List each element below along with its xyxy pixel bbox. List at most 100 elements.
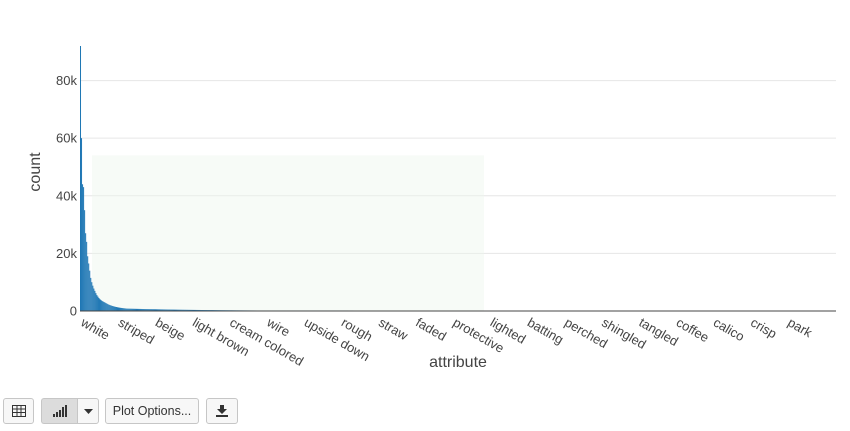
bar bbox=[195, 309, 197, 311]
x-tick-label: straw bbox=[376, 315, 411, 344]
bar bbox=[173, 309, 175, 311]
bar-chart-button[interactable] bbox=[41, 398, 77, 424]
bar bbox=[171, 309, 173, 311]
bar bbox=[196, 309, 198, 311]
bar bbox=[112, 306, 114, 311]
bar bbox=[105, 303, 107, 311]
toolbar: Plot Options... bbox=[3, 398, 238, 424]
bar bbox=[177, 309, 179, 311]
chart-type-group bbox=[41, 398, 99, 424]
gridlines bbox=[80, 80, 836, 254]
bar bbox=[132, 308, 134, 311]
bar bbox=[175, 309, 177, 311]
x-tick-label: batting bbox=[525, 315, 566, 348]
bar bbox=[187, 309, 189, 311]
bar bbox=[88, 263, 90, 311]
bar bbox=[116, 307, 118, 311]
bar bbox=[102, 301, 104, 311]
bar bbox=[109, 305, 111, 311]
bar bbox=[194, 309, 196, 311]
bar bbox=[92, 285, 94, 311]
x-axis-title: attribute bbox=[429, 354, 487, 371]
bar bbox=[179, 309, 181, 311]
bar bbox=[96, 295, 98, 311]
bar bbox=[156, 309, 158, 311]
bar bbox=[141, 308, 143, 311]
bar bbox=[149, 309, 151, 311]
x-tick-label: striped bbox=[116, 315, 157, 348]
bar bbox=[104, 302, 106, 311]
bar bbox=[83, 187, 85, 311]
bar bbox=[161, 309, 163, 311]
bar bbox=[85, 233, 87, 311]
chart-type-dropdown[interactable] bbox=[77, 398, 99, 424]
table-icon bbox=[11, 405, 26, 417]
bar bbox=[89, 270, 91, 311]
bar bbox=[126, 308, 128, 311]
x-tick-label: white bbox=[78, 314, 113, 343]
bar bbox=[87, 256, 89, 311]
bar bbox=[81, 138, 83, 311]
caret-down-icon bbox=[83, 408, 93, 414]
bar bbox=[151, 309, 153, 311]
bar bbox=[180, 309, 182, 311]
bar bbox=[108, 304, 110, 311]
bar bbox=[94, 290, 96, 311]
bar bbox=[139, 308, 141, 311]
bar bbox=[176, 309, 178, 311]
bar bbox=[128, 308, 130, 311]
bar-chart-icon bbox=[52, 405, 67, 417]
bar bbox=[197, 309, 199, 311]
bar bbox=[143, 309, 145, 311]
bar bbox=[113, 306, 115, 311]
bar bbox=[134, 308, 136, 311]
bar bbox=[190, 309, 192, 311]
bar bbox=[82, 184, 84, 311]
bar bbox=[144, 309, 146, 311]
bar bbox=[184, 309, 186, 311]
bar bbox=[106, 303, 108, 311]
y-tick-label: 0 bbox=[70, 304, 77, 319]
bar bbox=[148, 309, 150, 311]
bar bbox=[159, 309, 161, 311]
x-tick-label: beige bbox=[153, 315, 188, 344]
bar bbox=[150, 309, 152, 311]
bar bbox=[97, 296, 99, 311]
x-tick-label: faded bbox=[413, 315, 449, 344]
bar bbox=[189, 309, 191, 311]
download-button[interactable] bbox=[206, 398, 238, 424]
bar bbox=[101, 300, 103, 311]
bar bbox=[153, 309, 155, 311]
bar bbox=[114, 306, 116, 311]
bar bbox=[147, 309, 149, 311]
bar bbox=[122, 308, 124, 311]
bar bbox=[146, 309, 148, 311]
bar bbox=[124, 308, 126, 311]
bar bbox=[174, 309, 176, 311]
bar bbox=[133, 308, 135, 311]
bar bbox=[125, 308, 127, 311]
bar bbox=[111, 305, 113, 311]
bar bbox=[160, 309, 162, 311]
bar bbox=[186, 309, 188, 311]
bar bbox=[136, 308, 138, 311]
bar bbox=[119, 307, 121, 311]
x-tick-label: park bbox=[785, 315, 815, 341]
bar bbox=[181, 309, 183, 311]
x-tick-label: coffee bbox=[674, 315, 712, 346]
bar bbox=[107, 304, 109, 312]
plot-options-button[interactable]: Plot Options... bbox=[105, 398, 199, 424]
bar bbox=[118, 307, 120, 311]
bar bbox=[138, 308, 140, 311]
table-view-button[interactable] bbox=[3, 398, 34, 424]
bar bbox=[127, 308, 129, 311]
bar bbox=[103, 302, 105, 311]
bar bbox=[154, 309, 156, 311]
bar bbox=[200, 309, 202, 311]
bar bbox=[182, 309, 184, 311]
bar bbox=[188, 309, 190, 311]
bar bbox=[142, 309, 144, 311]
bar bbox=[135, 308, 137, 311]
bar bbox=[100, 300, 102, 311]
bar bbox=[192, 309, 194, 311]
